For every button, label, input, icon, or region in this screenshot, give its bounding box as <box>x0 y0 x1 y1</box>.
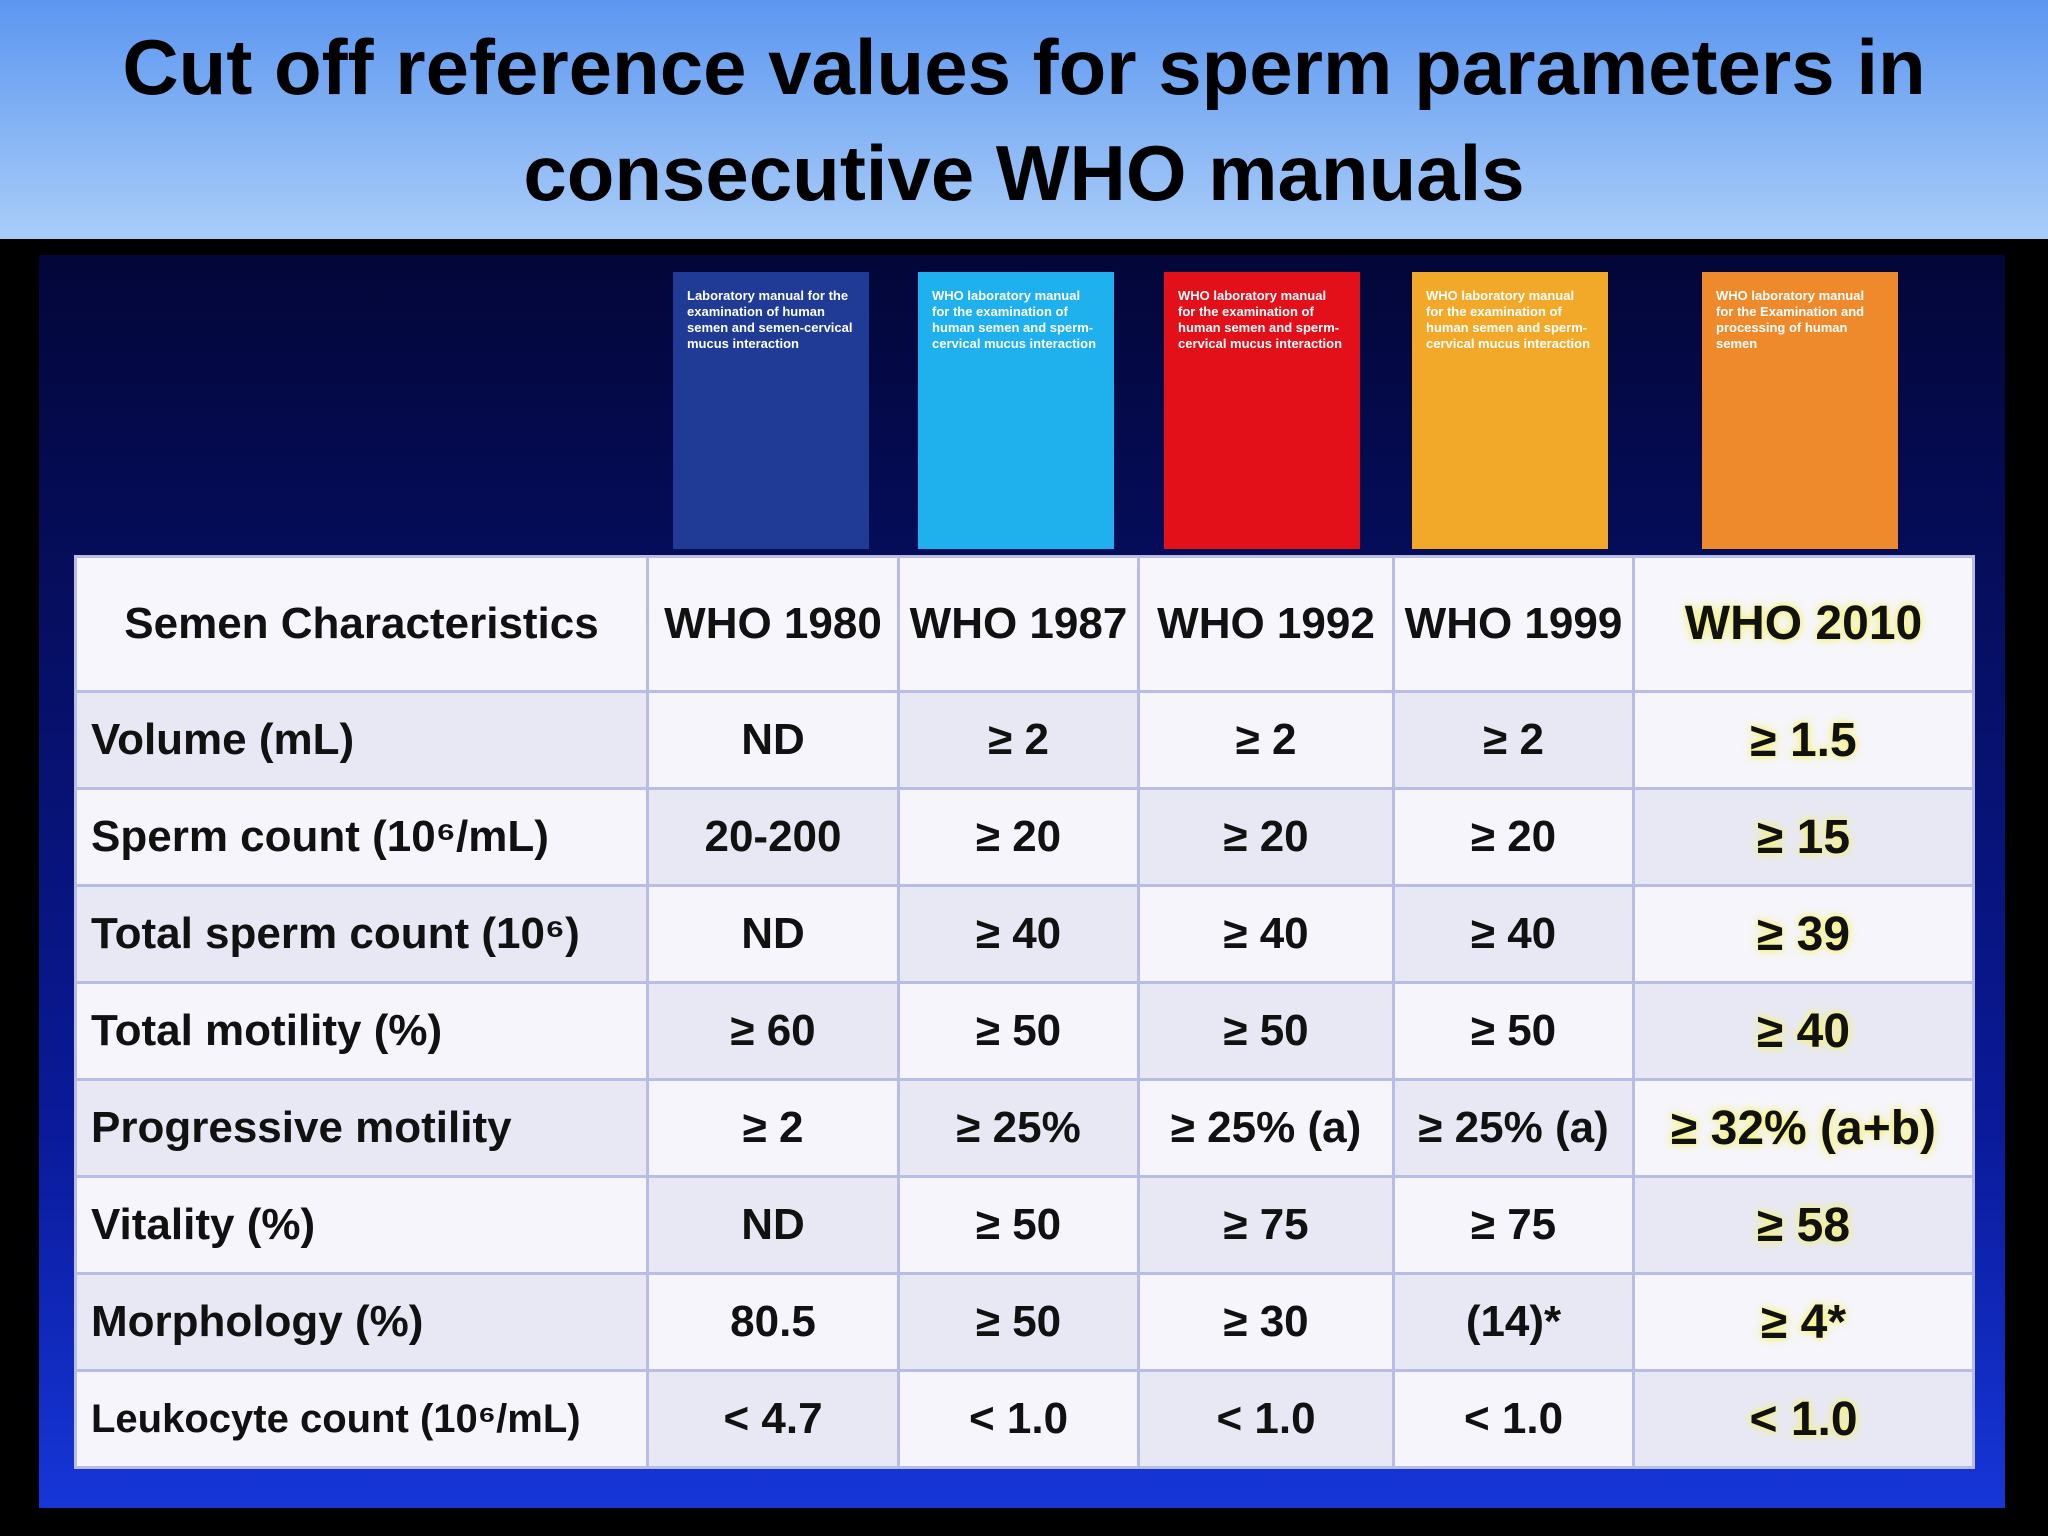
cell: ≥ 60 <box>646 981 900 1081</box>
row-label: Vitality (%) <box>74 1175 649 1275</box>
cell: ≥ 1.5 <box>1632 690 1975 790</box>
row-label: Leukocyte count (10⁶/mL) <box>74 1369 649 1469</box>
cell: ≥ 40 <box>1137 884 1395 984</box>
cell: ≥ 40 <box>897 884 1140 984</box>
book-cover: WHO laboratory manual for the examinatio… <box>918 272 1114 549</box>
cell: < 1.0 <box>1137 1369 1395 1469</box>
cell: ND <box>646 884 900 984</box>
row-label: Total motility (%) <box>74 981 649 1081</box>
cell: ≥ 50 <box>897 981 1140 1081</box>
title-band: Cut off reference values for sperm param… <box>0 0 2048 239</box>
cell: 20-200 <box>646 787 900 887</box>
cell: 80.5 <box>646 1272 900 1372</box>
cell: ≥ 2 <box>1137 690 1395 790</box>
row-label: Sperm count (10⁶/mL) <box>74 787 649 887</box>
cell: ≥ 2 <box>1392 690 1635 790</box>
table-row: Leukocyte count (10⁶/mL) < 4.7 < 1.0 < 1.0 <… <box>74 1369 1975 1469</box>
table-row: Vitality (%) ND ≥ 50 ≥ 75 ≥ 75 ≥ 58 <box>74 1175 1975 1275</box>
book-cover: WHO laboratory manual for the examinatio… <box>1164 272 1360 549</box>
book-cover: Laboratory manual for the examination of… <box>673 272 869 549</box>
cell: (14)* <box>1392 1272 1635 1372</box>
row-label: Morphology (%) <box>74 1272 649 1372</box>
book-cover: WHO laboratory manual for the Examinatio… <box>1702 272 1898 549</box>
cell: ≥ 32% (a+b) <box>1632 1078 1975 1178</box>
cell: ≥ 50 <box>897 1175 1140 1275</box>
cell: ≥ 50 <box>1137 981 1395 1081</box>
cell: ≥ 50 <box>1392 981 1635 1081</box>
cell: < 1.0 <box>1392 1369 1635 1469</box>
cell: ≥ 2 <box>897 690 1140 790</box>
header-cell: WHO 1999 <box>1392 555 1635 693</box>
cell: ≥ 25% (a) <box>1137 1078 1395 1178</box>
cell: ≥ 40 <box>1632 981 1975 1081</box>
cell: ≥ 30 <box>1137 1272 1395 1372</box>
cell: ≥ 25% (a) <box>1392 1078 1635 1178</box>
cell: ≥ 58 <box>1632 1175 1975 1275</box>
cell: ≥ 39 <box>1632 884 1975 984</box>
header-cell: Semen Characteristics <box>74 555 649 693</box>
cell: < 4.7 <box>646 1369 900 1469</box>
cell: < 1.0 <box>1632 1369 1975 1469</box>
header-row: Semen Characteristics WHO 1980 WHO 1987 WHO… <box>74 555 1975 693</box>
header-cell: WHO 2010 <box>1632 555 1975 693</box>
table-row: Morphology (%) 80.5 ≥ 50 ≥ 30 (14)* ≥ 4* <box>74 1272 1975 1372</box>
cell: ≥ 2 <box>646 1078 900 1178</box>
cell: ≥ 20 <box>897 787 1140 887</box>
row-label: Progressive motility <box>74 1078 649 1178</box>
header-cell: WHO 1992 <box>1137 555 1395 693</box>
slide-title: Cut off reference values for sperm param… <box>122 22 1926 217</box>
cell: ≥ 4* <box>1632 1272 1975 1372</box>
cell: ≥ 75 <box>1137 1175 1395 1275</box>
book-cover: WHO laboratory manual for the examinatio… <box>1412 272 1608 549</box>
reference-table: Semen Characteristics WHO 1980 WHO 1987 WHO… <box>74 555 1975 1469</box>
header-cell: WHO 1980 <box>646 555 900 693</box>
header-cell: WHO 1987 <box>897 555 1140 693</box>
row-label: Volume (mL) <box>74 690 649 790</box>
table-row: Total sperm count (10⁶) ND ≥ 40 ≥ 40 ≥ 40 ≥ 3… <box>74 884 1975 984</box>
cell: ≥ 20 <box>1137 787 1395 887</box>
cell: ND <box>646 1175 900 1275</box>
cell: ≥ 20 <box>1392 787 1635 887</box>
cell: ≥ 50 <box>897 1272 1140 1372</box>
cell: < 1.0 <box>897 1369 1140 1469</box>
table-row: Sperm count (10⁶/mL) 20-200 ≥ 20 ≥ 20 ≥ 20 ≥ … <box>74 787 1975 887</box>
cell: ND <box>646 690 900 790</box>
cell: ≥ 40 <box>1392 884 1635 984</box>
table-row: Progressive motility ≥ 2 ≥ 25% ≥ 25% (a) ≥ 2… <box>74 1078 1975 1178</box>
row-label: Total sperm count (10⁶) <box>74 884 649 984</box>
table-row: Volume (mL) ND ≥ 2 ≥ 2 ≥ 2 ≥ 1.5 <box>74 690 1975 790</box>
cell: ≥ 75 <box>1392 1175 1635 1275</box>
cell: ≥ 25% <box>897 1078 1140 1178</box>
cell: ≥ 15 <box>1632 787 1975 887</box>
table-row: Total motility (%) ≥ 60 ≥ 50 ≥ 50 ≥ 50 ≥ 40 <box>74 981 1975 1081</box>
